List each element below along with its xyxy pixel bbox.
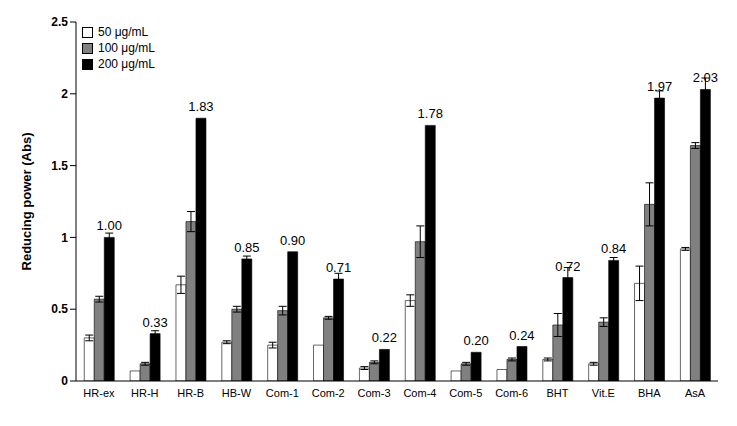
svg-text:Com-4: Com-4 (403, 387, 436, 399)
svg-text:BHT: BHT (547, 387, 569, 399)
svg-text:1.78: 1.78 (418, 106, 443, 121)
svg-text:0.71: 0.71 (326, 260, 351, 275)
svg-text:HB-W: HB-W (222, 387, 252, 399)
svg-text:Com-5: Com-5 (449, 387, 482, 399)
svg-text:1.83: 1.83 (188, 99, 213, 114)
svg-text:AsA: AsA (685, 387, 706, 399)
svg-text:HR-ex: HR-ex (83, 387, 115, 399)
svg-text:0.24: 0.24 (509, 328, 534, 343)
svg-text:0: 0 (61, 374, 68, 388)
html-text:100 μg/mL: 100 μg/mL (98, 41, 155, 55)
svg-text:Vit.E: Vit.E (592, 387, 615, 399)
svg-text:0.22: 0.22 (372, 330, 397, 345)
svg-text:HR-H: HR-H (131, 387, 159, 399)
svg-text:HR-B: HR-B (177, 387, 204, 399)
svg-text:2.03: 2.03 (693, 70, 718, 85)
svg-text:Com-6: Com-6 (495, 387, 528, 399)
svg-text:1.97: 1.97 (647, 79, 672, 94)
svg-text:0.72: 0.72 (555, 259, 580, 274)
svg-text:2: 2 (61, 87, 68, 101)
svg-text:Com-1: Com-1 (266, 387, 299, 399)
svg-text:1: 1 (61, 231, 68, 245)
svg-text:2.5: 2.5 (51, 15, 68, 29)
svg-text:0.85: 0.85 (234, 240, 259, 255)
svg-text:1.00: 1.00 (97, 218, 122, 233)
svg-text:Com-2: Com-2 (312, 387, 345, 399)
html-text:200 μg/mL: 200 μg/mL (98, 57, 155, 71)
svg-text:0.33: 0.33 (142, 315, 167, 330)
svg-text:0.84: 0.84 (601, 241, 626, 256)
svg-text:0.20: 0.20 (463, 333, 488, 348)
svg-text:Com-3: Com-3 (358, 387, 391, 399)
svg-text:1.5: 1.5 (51, 159, 68, 173)
svg-text:BHA: BHA (638, 387, 661, 399)
svg-text:0.90: 0.90 (280, 233, 305, 248)
svg-text:0.5: 0.5 (51, 302, 68, 316)
html-text:50 μg/mL: 50 μg/mL (98, 25, 149, 39)
svg-text:Reducing power (Abs): Reducing power (Abs) (19, 133, 34, 271)
